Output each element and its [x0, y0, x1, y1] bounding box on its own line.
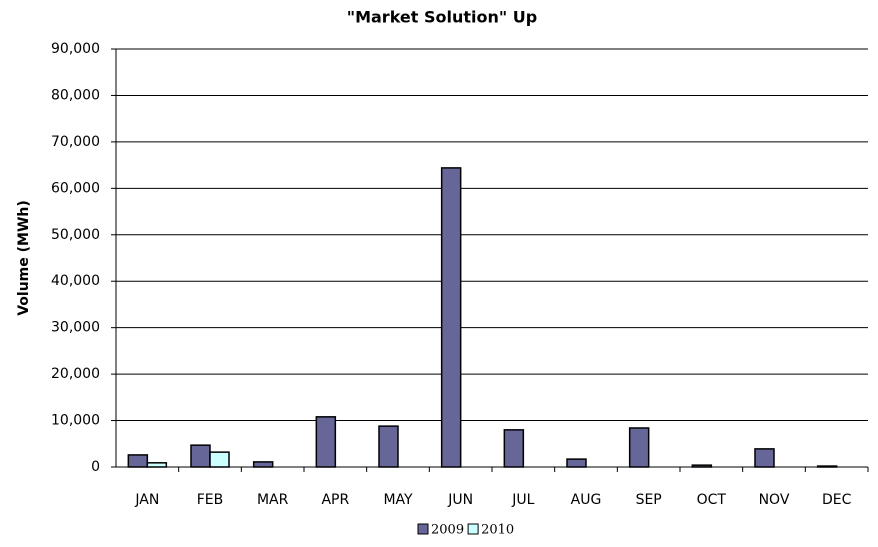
x-tick-label: NOV	[759, 492, 790, 508]
bar	[127, 454, 149, 468]
bar	[754, 448, 775, 468]
chart-title: "Market Solution" Up	[347, 8, 537, 27]
y-axis-label: Volume (MWh)	[16, 200, 32, 316]
x-tick-label: MAY	[383, 492, 413, 508]
x-tick-label: JAN	[134, 492, 159, 508]
x-tick-label: JUN	[447, 492, 473, 508]
bar	[628, 427, 650, 468]
bar	[252, 461, 274, 468]
y-tick-label: 20,000	[51, 366, 100, 382]
legend-swatch	[467, 523, 479, 535]
x-tick-label: MAR	[257, 492, 289, 508]
y-tick-label: 10,000	[51, 413, 100, 429]
x-tick-label: SEP	[636, 492, 662, 508]
y-tick-label: 90,000	[51, 41, 100, 57]
bar	[566, 458, 587, 468]
bar	[440, 167, 462, 468]
bar	[146, 462, 168, 468]
bar	[691, 464, 713, 468]
bar	[816, 465, 838, 468]
y-tick-label: 80,000	[51, 87, 100, 103]
bar	[378, 425, 399, 468]
y-tick-label: 60,000	[51, 180, 100, 196]
x-tick-label: JUL	[511, 492, 534, 508]
bar	[190, 444, 211, 468]
y-tick-label: 30,000	[51, 320, 100, 336]
y-tick-label: 50,000	[51, 227, 100, 243]
x-tick-label: FEB	[197, 492, 224, 508]
legend-swatch	[417, 523, 429, 535]
x-tick-label: APR	[321, 492, 349, 508]
bar	[209, 451, 230, 468]
y-tick-label: 0	[91, 459, 100, 475]
bar	[503, 429, 525, 468]
x-tick-label: OCT	[697, 492, 727, 508]
bar	[315, 416, 337, 468]
y-tick-label: 70,000	[51, 134, 100, 150]
legend-label: 2009	[431, 523, 464, 538]
x-tick-label: DEC	[822, 492, 852, 508]
x-tick-label: AUG	[571, 492, 602, 508]
y-tick-label: 40,000	[51, 273, 100, 289]
legend-label: 2010	[481, 523, 514, 538]
